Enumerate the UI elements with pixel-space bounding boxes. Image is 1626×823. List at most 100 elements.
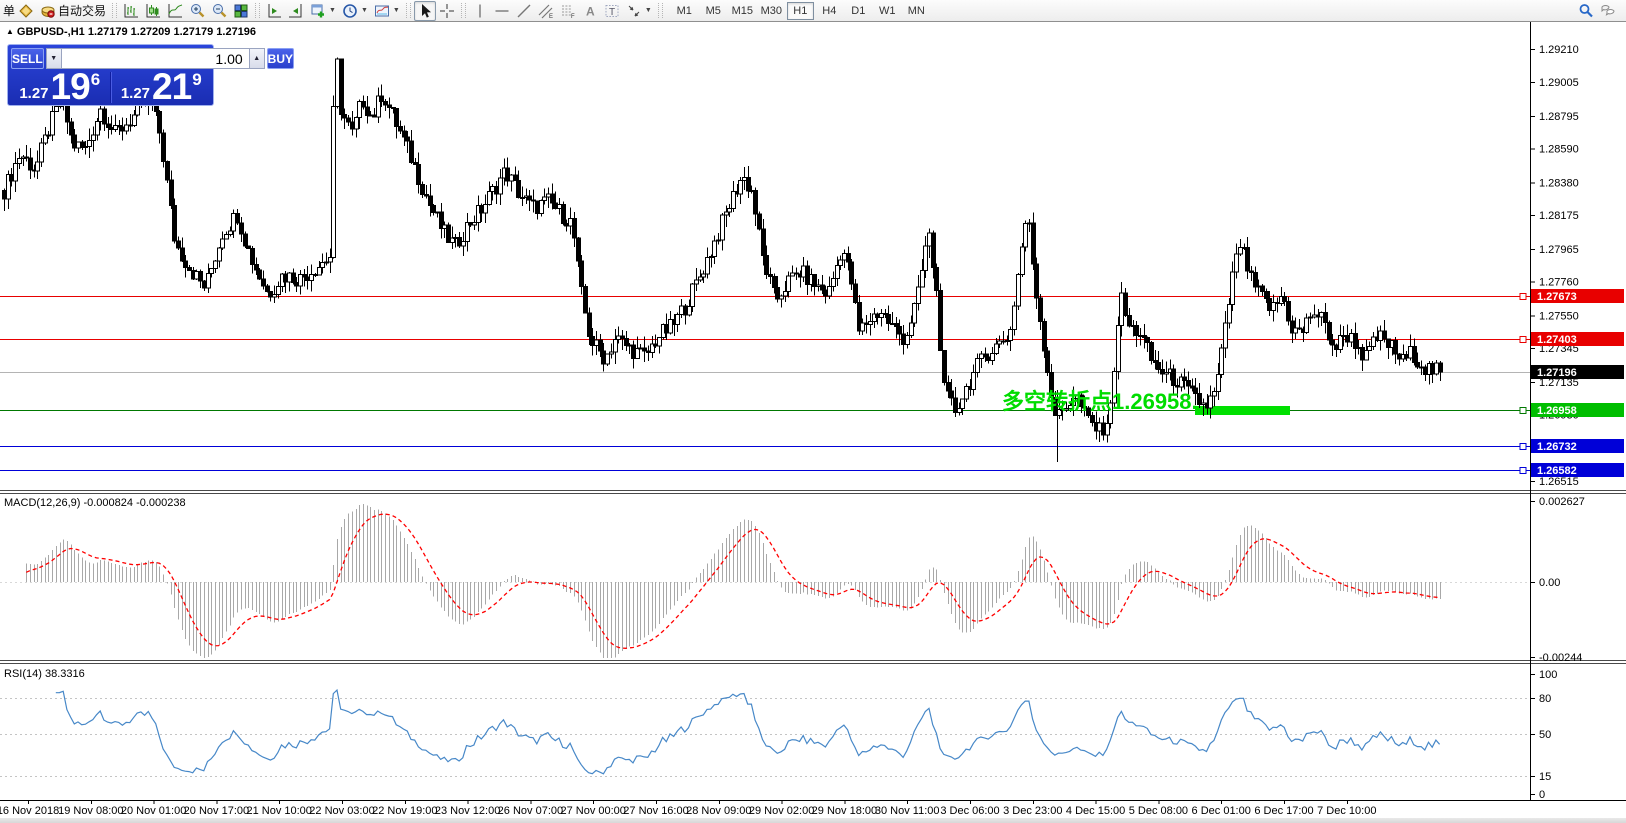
- timeframe-M1[interactable]: M1: [676, 4, 692, 17]
- candlestick-chart-button[interactable]: [142, 1, 164, 21]
- svg-text:20 Nov 17:00: 20 Nov 17:00: [184, 805, 249, 817]
- svg-text:26 Nov 07:00: 26 Nov 07:00: [498, 805, 563, 817]
- search-button[interactable]: [1575, 1, 1597, 21]
- panel-collapse-icon[interactable]: ▲: [6, 27, 14, 36]
- periods-caret: ▼: [360, 7, 368, 14]
- pivot-annotation-text[interactable]: 多空转折点1.26958.: [1002, 389, 1198, 414]
- bottom-scroll-strip[interactable]: [0, 818, 1626, 823]
- autotrading-icon: [41, 6, 55, 18]
- text-tool-button[interactable]: A: [579, 1, 601, 21]
- chart-title: ▲ GBPUSD-,H1 1.27179 1.27209 1.27179 1.27…: [6, 26, 256, 38]
- chart-shift-button[interactable]: [263, 1, 285, 21]
- timeframe-W1[interactable]: W1: [879, 4, 896, 17]
- fibonacci-tool-button[interactable]: F: [557, 1, 579, 21]
- line-chart-button[interactable]: [164, 1, 186, 21]
- line-chart-icon: [168, 3, 183, 17]
- buy-price[interactable]: 1.27 21 9: [113, 68, 211, 105]
- autotrading-label: 自动交易: [58, 4, 107, 18]
- trend-line-tool-button[interactable]: [513, 1, 535, 21]
- svg-text:4 Dec 15:00: 4 Dec 15:00: [1066, 805, 1125, 817]
- svg-text:E: E: [549, 14, 553, 19]
- auto-scroll-icon: [289, 3, 302, 17]
- macd-signal-line: [25, 513, 1440, 649]
- svg-text:6 Dec 17:00: 6 Dec 17:00: [1254, 805, 1313, 817]
- cursor-tool-button[interactable]: [413, 0, 436, 21]
- autotrading-button[interactable]: 自动交易: [37, 1, 109, 21]
- svg-text:0.00: 0.00: [1539, 577, 1560, 589]
- equidistant-channel-tool-button[interactable]: E: [535, 1, 557, 21]
- timeframe-M15[interactable]: M15: [731, 4, 753, 17]
- timeframe-H1[interactable]: H1: [786, 1, 814, 20]
- text-label-icon: T: [605, 4, 619, 18]
- timeframe-MN[interactable]: MN: [907, 4, 925, 17]
- svg-text:-0.00244: -0.00244: [1539, 652, 1582, 664]
- svg-text:1.27135: 1.27135: [1539, 377, 1579, 389]
- timeframe-D1[interactable]: D1: [851, 4, 866, 17]
- bar-chart-icon: [124, 3, 139, 17]
- new-chart-caret: ▼: [329, 7, 336, 14]
- svg-text:0.002627: 0.002627: [1539, 496, 1585, 508]
- svg-text:1.27196: 1.27196: [1537, 367, 1577, 379]
- svg-text:16 Nov 2018: 16 Nov 2018: [0, 805, 59, 817]
- rsi-line: [55, 688, 1441, 775]
- svg-text:1.27673: 1.27673: [1537, 291, 1577, 303]
- one-click-trading-panel: SELL ▼ ▲ BUY 1.27 19 6 1.27 21 9: [7, 44, 295, 106]
- timeframe-H4[interactable]: H4: [822, 4, 837, 17]
- text-label-tool-button[interactable]: T: [601, 1, 623, 21]
- sell-price[interactable]: 1.27 19 6: [11, 68, 109, 105]
- zoom-in-icon: [191, 3, 205, 17]
- crosshair-icon: [439, 3, 454, 18]
- arrows-tool-button[interactable]: ▼: [623, 1, 655, 21]
- sell-price-sup: 6: [90, 70, 101, 89]
- new-chart-button[interactable]: ▼: [307, 1, 339, 21]
- horizontal-line-tool-button[interactable]: [491, 1, 513, 21]
- new-order-label[interactable]: 单: [3, 4, 16, 18]
- svg-text:29 Nov 02:00: 29 Nov 02:00: [749, 805, 814, 817]
- buy-button[interactable]: BUY: [266, 48, 295, 69]
- svg-text:1.27760: 1.27760: [1539, 277, 1579, 289]
- svg-text:1.26958: 1.26958: [1537, 405, 1577, 417]
- svg-text:6 Dec 01:00: 6 Dec 01:00: [1192, 805, 1251, 817]
- highlight-bar-object[interactable]: [1195, 406, 1290, 415]
- svg-text:1.27965: 1.27965: [1539, 244, 1579, 256]
- zoom-in-button[interactable]: [186, 1, 208, 21]
- chart-shift-icon: [268, 3, 282, 17]
- svg-text:0: 0: [1539, 789, 1545, 801]
- price-axis[interactable]: 1.29210 1.29005 1.28795 1.28590 1.28380 1.281…: [1530, 44, 1624, 801]
- svg-text:1.28590: 1.28590: [1539, 144, 1579, 156]
- zoom-out-icon: [213, 3, 227, 17]
- indicators-button[interactable]: ▼: [371, 1, 403, 21]
- volume-decrease-button[interactable]: ▼: [45, 48, 62, 69]
- auto-scroll-button[interactable]: [285, 1, 307, 21]
- periods-button[interactable]: ▼: [339, 1, 371, 21]
- timeframe-M30[interactable]: M30: [760, 4, 782, 17]
- volume-input[interactable]: [61, 48, 249, 69]
- timeframe-M5[interactable]: M5: [705, 4, 721, 17]
- svg-text:1.28380: 1.28380: [1539, 177, 1579, 189]
- svg-text:21 Nov 10:00: 21 Nov 10:00: [246, 805, 311, 817]
- svg-text:A: A: [586, 4, 595, 18]
- fibonacci-icon: F: [561, 5, 575, 19]
- zoom-out-button[interactable]: [208, 1, 230, 21]
- sell-button[interactable]: SELL: [11, 48, 44, 69]
- indicators-caret: ▼: [392, 7, 400, 14]
- trade-panel-prices: 1.27 19 6 1.27 21 9: [11, 68, 211, 105]
- new-order-button[interactable]: [15, 1, 37, 21]
- tile-windows-icon: [234, 4, 248, 17]
- cursor-icon: [421, 3, 431, 18]
- svg-text:20 Nov 01:00: 20 Nov 01:00: [121, 805, 186, 817]
- toolbar-grip: [405, 3, 411, 18]
- svg-text:100: 100: [1539, 669, 1557, 681]
- crosshair-tool-button[interactable]: [436, 1, 458, 21]
- vertical-line-tool-button[interactable]: [469, 1, 491, 21]
- bar-chart-button[interactable]: [120, 1, 142, 21]
- new-chart-icon: [311, 4, 325, 17]
- svg-text:22 Nov 03:00: 22 Nov 03:00: [309, 805, 374, 817]
- svg-text:1.29210: 1.29210: [1539, 44, 1579, 56]
- tile-windows-button[interactable]: [230, 1, 252, 21]
- volume-increase-button[interactable]: ▲: [248, 48, 265, 69]
- svg-text:1.29005: 1.29005: [1539, 77, 1579, 89]
- chat-button[interactable]: [1597, 1, 1619, 21]
